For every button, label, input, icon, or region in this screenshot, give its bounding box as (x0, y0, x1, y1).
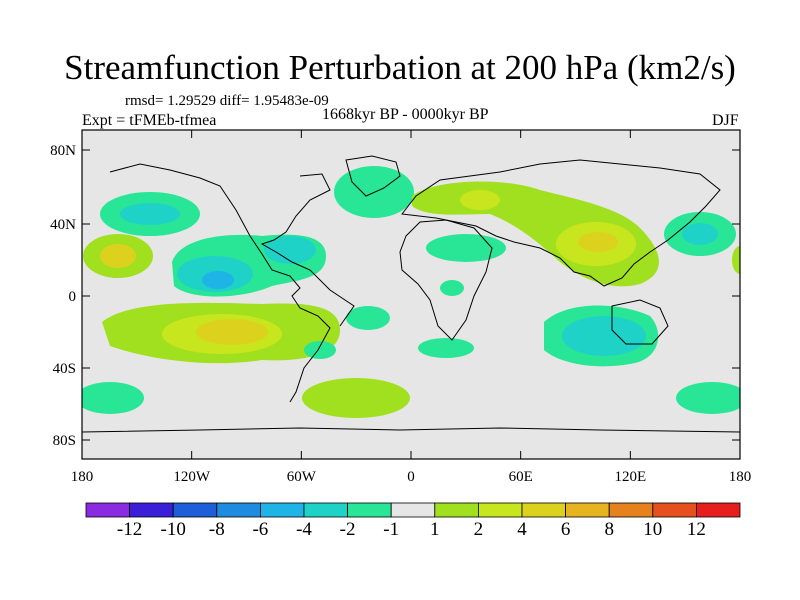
x-tick-label: 0 (407, 469, 415, 485)
stats-text: rmsd= 1.29529 diff= 1.95483e-09 (125, 93, 329, 109)
coastlines (82, 155, 740, 433)
y-tick-label: 40S (53, 361, 76, 377)
figure-title: Streamfunction Perturbation at 200 hPa (… (64, 48, 736, 87)
anomaly-contour (302, 378, 410, 418)
colorbar-label: 6 (561, 519, 571, 540)
y-tick-label: 40N (50, 217, 76, 233)
colorbar-label: -1 (383, 519, 399, 540)
x-tick-label: 120W (173, 469, 211, 485)
anomaly-contour (264, 236, 316, 264)
colorbar-swatch (696, 502, 741, 518)
anomaly-contour (440, 280, 464, 296)
anomaly-contour (732, 246, 740, 274)
colorbar-label: 8 (604, 519, 614, 540)
latitude-axis: 80N 40N 0 40S 80S (50, 143, 740, 449)
anomaly-contour (82, 382, 144, 414)
x-tick-label: 180 (71, 469, 94, 485)
colorbar-swatch (565, 502, 610, 518)
colorbar-swatch (259, 502, 305, 518)
anomaly-contour (202, 271, 234, 289)
coastline-australia (611, 299, 669, 345)
anomaly-contour (460, 190, 500, 210)
colorbar-swatch (172, 502, 218, 518)
colorbar-swatch (390, 502, 436, 518)
colorbar-swatch (129, 502, 174, 518)
colorbar-label: -8 (209, 519, 225, 540)
x-tick-label: 60W (287, 469, 317, 485)
colorbar-label: -4 (296, 519, 312, 540)
colorbar-swatch (216, 502, 261, 518)
colorbar-label: 4 (517, 519, 527, 540)
colorbar-swatch (477, 502, 523, 518)
anomaly-contour (682, 223, 718, 245)
y-tick-label: 80S (53, 433, 76, 449)
x-tick-label: 60E (509, 469, 533, 485)
season-label: DJF (712, 112, 739, 129)
colorbar-swatch (608, 502, 654, 518)
anomaly-contour (346, 306, 390, 330)
colorbar-swatch (652, 502, 697, 518)
anomaly-field (82, 166, 740, 418)
colorbar-label: -6 (252, 519, 268, 540)
colorbar-label: 10 (643, 519, 662, 540)
y-tick-label: 0 (69, 289, 77, 305)
anomaly-contour (426, 234, 506, 262)
coastline-americas-east (260, 173, 355, 327)
colorbar-label: 1 (430, 519, 440, 540)
colorbar: -12 -10 -8 -6 -4 -2 -1 1 2 4 6 8 10 12 (85, 502, 741, 540)
experiment-label: Expt = tFMEb-tfmea (82, 112, 217, 129)
colorbar-swatch (303, 502, 348, 518)
coastline-greenland (345, 155, 401, 197)
anomaly-contour (100, 244, 136, 268)
anomaly-contour (676, 382, 740, 414)
coastline-antarctica (82, 427, 740, 433)
coastline-eurasia (401, 159, 721, 287)
anomaly-contour (562, 316, 646, 356)
coastline-americas-west (109, 163, 331, 403)
anomaly-contour (120, 203, 180, 225)
anomaly-contour (304, 341, 336, 359)
period-label: 1668kyr BP - 0000kyr BP (322, 106, 489, 123)
coastline-africa (399, 219, 493, 341)
colorbar-label: 12 (687, 519, 706, 540)
x-tick-label: 180 (729, 469, 752, 485)
longitude-axis: 180 120W 60W 0 60E 120E 180 (71, 130, 752, 485)
colorbar-label: 2 (474, 519, 484, 540)
anomaly-contour (418, 338, 474, 358)
colorbar-swatch (434, 502, 479, 518)
colorbar-swatch (85, 502, 130, 518)
colorbar-label: -2 (340, 519, 356, 540)
anomaly-contour (196, 319, 268, 345)
colorbar-swatch (521, 502, 566, 518)
y-tick-label: 80N (50, 143, 76, 159)
colorbar-swatch (347, 502, 392, 518)
colorbar-label: -12 (117, 519, 142, 540)
map-background (82, 130, 740, 459)
colorbar-label: -10 (161, 519, 186, 540)
anomaly-contour (578, 232, 618, 252)
x-tick-label: 120E (614, 469, 646, 485)
